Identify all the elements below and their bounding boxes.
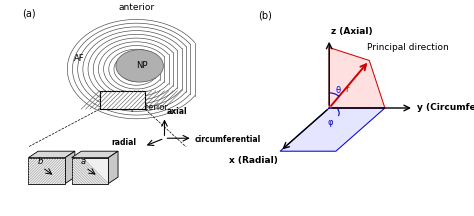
Text: anterior: anterior [118, 3, 155, 12]
Bar [100, 91, 145, 109]
Text: a: a [81, 157, 86, 166]
Text: φ: φ [328, 118, 333, 127]
Polygon shape [72, 151, 118, 158]
Polygon shape [280, 108, 385, 151]
Text: x (Radial): x (Radial) [229, 156, 278, 165]
Text: NP: NP [136, 61, 147, 70]
Polygon shape [329, 48, 385, 108]
Polygon shape [28, 151, 75, 158]
Text: r: r [345, 85, 348, 94]
Text: z (Axial): z (Axial) [331, 27, 373, 36]
Text: (a): (a) [22, 9, 36, 19]
Text: b: b [37, 157, 43, 166]
Text: (b): (b) [258, 11, 272, 21]
Text: circumferential: circumferential [195, 135, 261, 144]
Polygon shape [28, 158, 65, 184]
Text: radial: radial [111, 138, 137, 147]
Text: θ: θ [336, 86, 340, 95]
Text: y (Circumferential): y (Circumferential) [417, 103, 474, 113]
Text: posterior: posterior [130, 103, 168, 112]
Text: axial: axial [167, 106, 187, 116]
Polygon shape [72, 158, 109, 184]
Polygon shape [109, 151, 118, 184]
Text: AF: AF [74, 54, 84, 63]
Ellipse shape [116, 50, 164, 82]
Text: Principal direction: Principal direction [367, 43, 449, 52]
Polygon shape [65, 151, 75, 184]
